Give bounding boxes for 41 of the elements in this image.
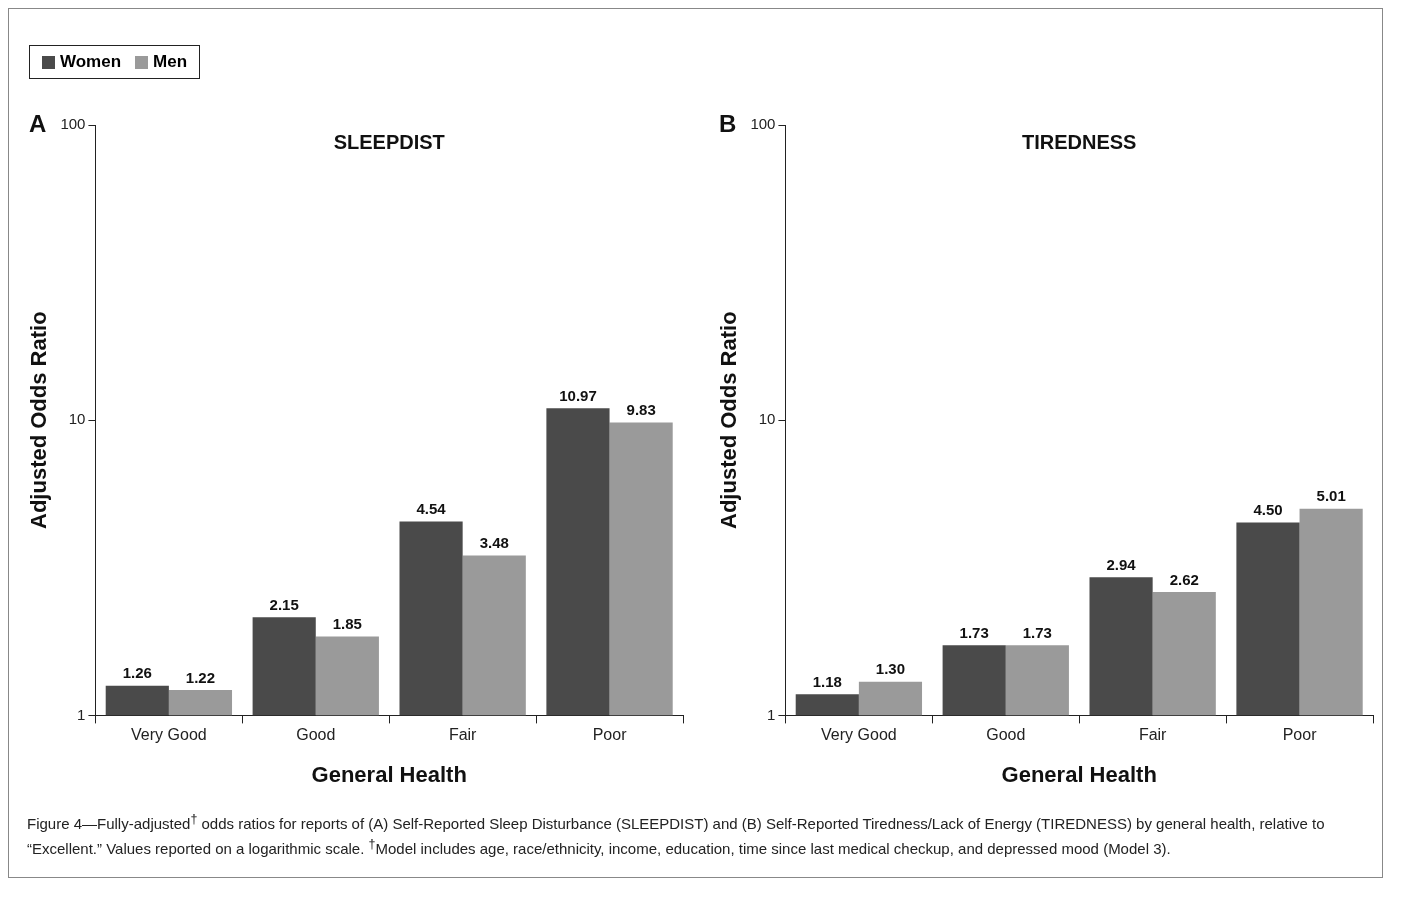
caption: Figure 4—Fully-adjusted$^{†}$ odds ratios for reports of (A) Self-Reported Sleep Disturbance (SLEEPDIST) and (B) Self-Reported Tiredness/Lack of Energy (TIREDNESS) by general health, relative to “Excellent.” Values reported on a logarithmic scale. $^{†}$Model includes age, race/ethnicity, income, education, time since last medical checkup, and depressed mood (Model 3). — [27, 811, 1326, 859]
x-tick-label: Poor — [1282, 726, 1318, 744]
x-tick-label: Fair — [1138, 726, 1168, 744]
x-tick-label: Good — [296, 726, 336, 744]
chart-title: SLEEPDIST — [333, 130, 445, 153]
x-tick-label: Poor — [592, 726, 628, 744]
y-tick-label: 100 — [750, 115, 776, 133]
data-label: 4.54 — [416, 500, 447, 518]
text: B — [719, 109, 737, 137]
data-label: 9.83 — [626, 401, 656, 419]
data-label: 10.97 — [559, 386, 597, 404]
data-label: 5.01 — [1316, 487, 1346, 505]
y-tick-label: 10 — [758, 410, 776, 428]
x-tick-label: Fair — [448, 726, 478, 744]
data-label: 1.73 — [1022, 623, 1052, 641]
data-label: 2.15 — [269, 595, 299, 613]
data-label: 1.85 — [332, 615, 362, 633]
x-tick-label: Good — [986, 726, 1026, 744]
y-axis-title: Adjusted Odds Ratio — [26, 311, 52, 529]
y-tick-label: 100 — [60, 115, 86, 133]
data-label: 4.50 — [1253, 501, 1283, 519]
text: A — [29, 109, 47, 137]
data-label: 1.18 — [812, 672, 842, 690]
x-axis-title: General Health — [311, 761, 467, 787]
data-label: 2.62 — [1169, 570, 1199, 588]
legend-label: Women — [59, 52, 122, 72]
data-label: 3.48 — [479, 534, 509, 552]
data-label: 1.26 — [122, 664, 152, 682]
y-axis-title: Adjusted Odds Ratio — [716, 311, 742, 529]
data-label: 1.30 — [875, 660, 906, 678]
x-tick-label: Very Good — [131, 726, 207, 744]
legend-label: Men — [152, 52, 188, 72]
y-tick-label: 1 — [767, 705, 776, 723]
data-label: 2.94 — [1106, 555, 1137, 573]
y-tick-label: 1 — [77, 705, 86, 723]
data-label: 1.22 — [185, 668, 216, 686]
x-tick-label: Very Good — [821, 726, 897, 744]
x-axis-title: General Health — [1001, 761, 1157, 787]
data-label: 1.73 — [959, 623, 989, 641]
y-tick-label: 10 — [68, 410, 86, 428]
chart-title: TIREDNESS — [1021, 130, 1137, 153]
